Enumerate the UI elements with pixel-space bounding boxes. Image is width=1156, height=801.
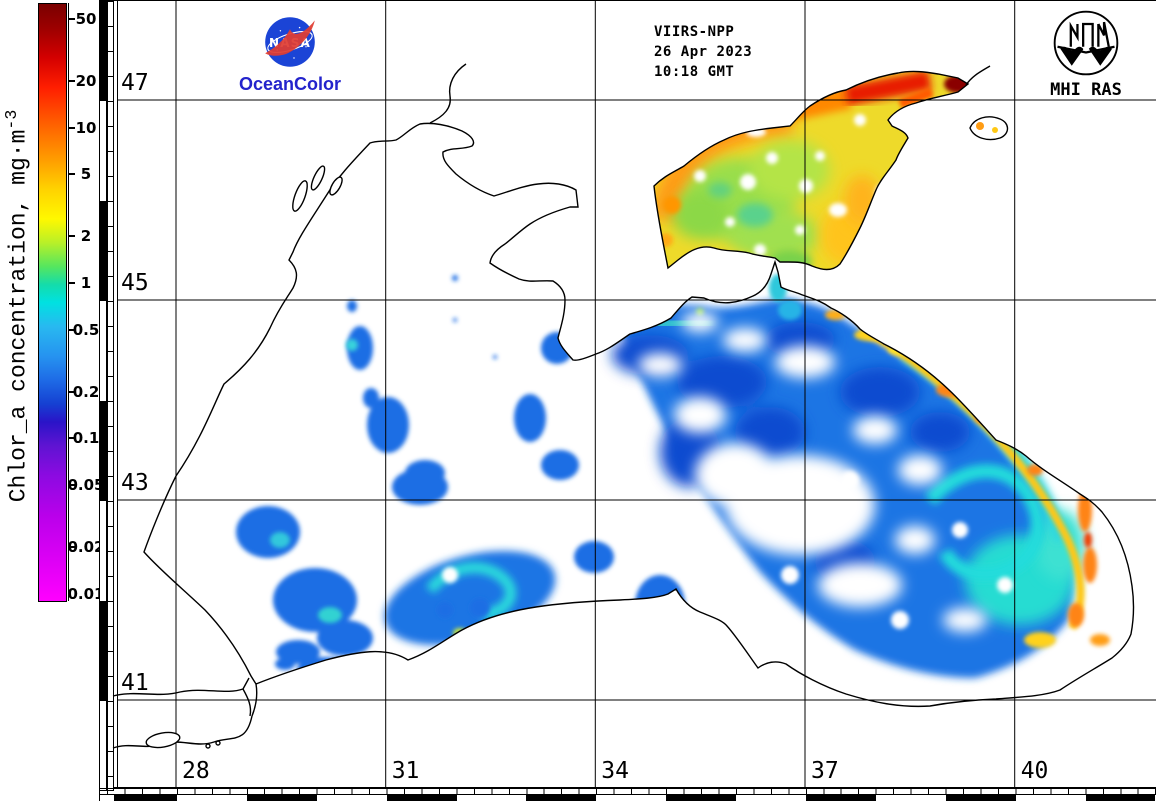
longitude-label: 40	[1020, 758, 1049, 784]
latitude-band	[100, 601, 106, 701]
graticule	[117, 1, 1156, 788]
colorbar-tick-label: 5	[80, 165, 92, 184]
colorbar-tick-label: 0.5	[72, 320, 100, 339]
longitude-band	[386, 795, 457, 801]
longitude-band	[114, 795, 177, 801]
colorbar-tick-label: 0.1	[72, 429, 100, 448]
latitude-label: 41	[121, 670, 149, 696]
scene-time: 10:18 GMT	[654, 64, 735, 80]
colorbar-gradient	[38, 3, 67, 602]
colorbar-tick-label: 2	[80, 227, 92, 246]
longitude-band	[246, 795, 317, 801]
colorbar-tick-dash	[68, 437, 75, 440]
colorbar-tick-label: 0.02	[67, 537, 105, 556]
scene-sensor: VIIRS-NPP	[654, 24, 735, 40]
mhi-ras-logo	[1053, 10, 1119, 76]
colorbar-title: Chlor_a concentration, mg·m-3	[2, 109, 32, 503]
colorbar-tick-label: 1	[80, 274, 92, 292]
coastlines	[112, 63, 1135, 749]
oceancolor-label: OceanColor	[238, 74, 342, 94]
azov-chlorophyll-data	[654, 71, 968, 270]
colorbar-tick-label: 20	[75, 71, 97, 90]
colorbar-tick-dash	[68, 79, 75, 82]
latitude-band	[100, 401, 106, 501]
longitude-band	[945, 795, 1016, 801]
colorbar-tick-label: 10	[75, 118, 97, 137]
colorbar-tick-dash	[68, 173, 75, 176]
scene-info-block: VIIRS-NPP 26 Apr 2023 10:18 GMT	[654, 22, 752, 82]
colorbar-tick-dash	[68, 235, 75, 238]
black-sea-chlorophyll-data	[236, 274, 1110, 691]
latitude-label: 45	[121, 270, 149, 296]
latitude-degree-bar	[99, 0, 107, 791]
longitude-label: 28	[182, 758, 210, 784]
colorbar-tick-dash	[68, 328, 75, 331]
colorbar-tick-dash	[68, 390, 75, 393]
longitude-label: 37	[811, 758, 839, 784]
latitude-label: 47	[121, 70, 149, 96]
latitude-tick-strip	[107, 0, 114, 791]
colorbar-tick-dash	[68, 484, 75, 487]
colorbar-tick-label: 0.2	[72, 382, 100, 401]
longitude-band	[806, 795, 876, 801]
colorbar-tick-dash	[68, 126, 75, 129]
scene-date: 26 Apr 2023	[654, 44, 753, 60]
colorbar-title-exponent: -3	[2, 109, 21, 130]
colorbar-tick-dash	[68, 545, 75, 548]
longitude-band	[1085, 795, 1156, 801]
latitude-band	[100, 201, 106, 301]
latitude-band	[100, 1, 106, 101]
colorbar-tick-label: 50	[75, 10, 97, 29]
latitude-label: 43	[121, 470, 149, 496]
colorbar-tick-dash	[68, 18, 75, 21]
longitude-band	[526, 795, 597, 801]
longitude-label: 34	[601, 758, 629, 784]
longitude-label: 31	[391, 758, 420, 784]
colorbar-tick-dash	[68, 282, 75, 284]
nasa-logo: NASA	[265, 17, 315, 67]
longitude-degree-bar	[99, 794, 1156, 801]
colorbar-tick-label: 0.01	[67, 584, 105, 603]
mhi-ras-label: MHI RAS	[1050, 80, 1122, 100]
colorbar-axis	[68, 3, 69, 601]
colorbar-tick-label: 0.05	[67, 476, 105, 495]
longitude-band	[666, 795, 737, 801]
